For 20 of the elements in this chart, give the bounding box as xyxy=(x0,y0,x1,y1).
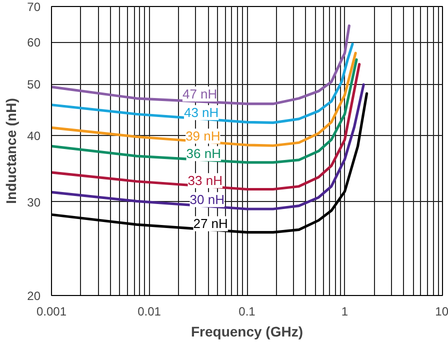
annotation: 36 nH xyxy=(186,146,221,162)
y-tick-label: 70 xyxy=(27,0,41,14)
y-tick-label: 60 xyxy=(27,36,41,50)
annotation: 30 nH xyxy=(190,192,224,208)
x-axis-title: Frequency (GHz) xyxy=(190,324,304,340)
annotation: 47 nH xyxy=(182,86,218,102)
x-tick-label: 0.01 xyxy=(138,304,162,318)
y-tick-label: 30 xyxy=(27,195,41,210)
annotation: 39 nH xyxy=(186,128,220,144)
x-tick-label: 10 xyxy=(435,304,448,318)
y-tick-label: 40 xyxy=(27,129,41,144)
y-tick-label: 50 xyxy=(27,78,41,92)
annotation: 33 nH xyxy=(188,173,222,188)
x-tick-label: 0.001 xyxy=(36,304,67,318)
annotation: 27 nH xyxy=(193,216,228,232)
y-tick-label: 20 xyxy=(27,289,41,303)
annotation: 43 nH xyxy=(184,105,219,120)
x-tick-label: 1 xyxy=(341,304,348,318)
y-axis-title: Inductance (nH) xyxy=(3,98,20,204)
x-tick-label: 0.1 xyxy=(238,304,256,318)
